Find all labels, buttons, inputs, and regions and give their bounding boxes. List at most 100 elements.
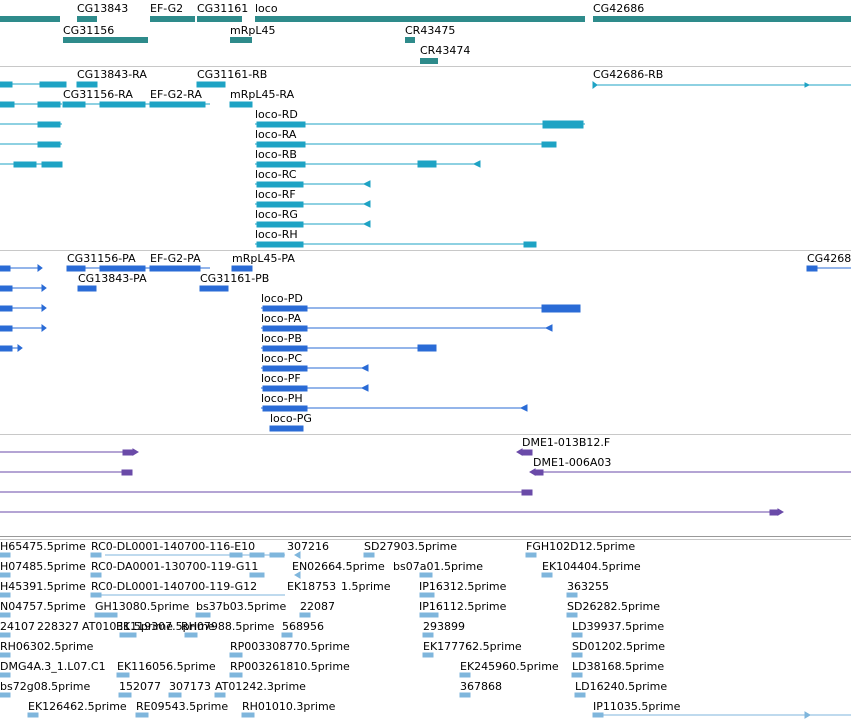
est-label[interactable]: H65475.5prime [0,540,86,553]
est-label[interactable]: 293899 [423,620,465,633]
est-label[interactable]: 24107 [0,620,35,633]
est-label[interactable]: DMG4A.3_1.L07.C1 [0,660,106,673]
gene-bar-cg31156[interactable] [63,37,148,43]
est-label[interactable]: bs72g08.5prime [0,680,91,693]
est-label[interactable]: RE09543.5prime [136,700,229,713]
gene-bar-cg42686[interactable] [593,16,851,22]
gene-label-cg31161[interactable]: CG31161 [197,2,249,15]
protein-glyphs[interactable] [0,0,851,434]
est-label[interactable]: RP003308770.5prime [230,640,350,653]
est-label[interactable]: 367868 [460,680,502,693]
est-label[interactable]: AT01031.5prime [82,620,173,633]
gene-label-cr43474[interactable]: CR43474 [420,44,471,57]
est-label[interactable]: LD39937.5prime [572,620,665,633]
transcript-label[interactable]: EF-G2-RA [150,88,202,101]
transcript-label[interactable]: CG13843-RA [77,68,147,81]
transcript-label[interactable]: mRpL45-RA [230,88,295,101]
transcript-label[interactable]: loco-RA [255,128,297,141]
est-label[interactable]: SD26282.5prime [567,600,660,613]
protein-label[interactable]: EF-G2-PA [150,252,201,265]
protein-label[interactable]: loco-PD [261,292,303,305]
transcript-label[interactable]: loco-RD [255,108,298,121]
clone-label[interactable]: DME1-006A03 [533,456,612,469]
transcript-label[interactable]: CG31161-RB [197,68,268,81]
protein-label[interactable]: CG4268 [807,252,851,265]
gene-label-cg42686[interactable]: CG42686 [593,2,645,15]
protein-label[interactable]: loco-PA [261,312,302,325]
gene-label-cg13843[interactable]: CG13843 [77,2,129,15]
est-label[interactable]: 363255 [567,580,609,593]
protein-label[interactable]: CG13843-PA [78,272,147,285]
clone-glyphs[interactable] [0,0,851,536]
est-label[interactable]: bs07a01.5prime [393,560,483,573]
est-label[interactable]: EK119307.5prime [116,620,215,633]
est-label[interactable]: IP16112.5prime [419,600,507,613]
transcript-label[interactable]: loco-RH [255,228,298,241]
gene-bar-loco[interactable] [255,16,585,22]
transcript-label[interactable]: CG42686-RB [593,68,664,81]
transcript-glyphs[interactable] [0,0,851,250]
est-label[interactable]: RP003261810.5prime [230,660,350,673]
est-label[interactable]: FGH102D12.5prime [526,540,636,553]
est-label[interactable]: IP16312.5prime [419,580,507,593]
gene-label-cr43475[interactable]: CR43475 [405,24,456,37]
est-label[interactable]: LD38168.5prime [572,660,665,673]
protein-label[interactable]: CG31161-PB [200,272,270,285]
est-label[interactable]: 307216 [287,540,329,553]
est-label[interactable]: LD16240.5prime [575,680,668,693]
est-label[interactable]: RH07988.5prime [181,620,275,633]
gene-bar-cr43475[interactable] [405,37,415,43]
est-label[interactable]: RH06302.5prime [0,640,94,653]
est-label[interactable]: 307173 [169,680,211,693]
gene-bar-ef-g2[interactable] [150,16,195,22]
gene-label-mrpl45[interactable]: mRpL45 [230,24,276,37]
est-label[interactable]: SD01202.5prime [572,640,665,653]
est-label[interactable]: RC0-DA0001-130700-119-G11 [91,560,259,573]
est-label[interactable]: EK177762.5prime [423,640,522,653]
gene-bar-cr43474[interactable] [420,58,438,64]
est-label[interactable]: RC0-DL0001-140700-119-G12 [91,580,258,593]
est-label[interactable]: N04757.5prime [0,600,86,613]
est-label[interactable]: 1.5prime [341,580,391,593]
gene-label-loco[interactable]: loco [255,2,278,15]
gene-bar-cg13843[interactable] [77,16,97,22]
est-label[interactable]: bs37b03.5prime [196,600,287,613]
clone-label[interactable]: DME1-013B12.F [522,436,611,449]
est-label[interactable]: 152077 [119,680,161,693]
est-label[interactable]: RC0-DL0001-140700-116-E10 [91,540,256,553]
est-label[interactable]: SD27903.5prime [364,540,457,553]
transcript-label[interactable]: loco-RG [255,208,298,221]
est-label[interactable]: H45391.5prime [0,580,86,593]
transcript-label[interactable]: loco-RC [255,168,297,181]
protein-label[interactable]: loco-PC [261,352,303,365]
est-label[interactable]: RH01010.3prime [242,700,336,713]
est-label[interactable]: EK245960.5prime [460,660,559,673]
protein-label[interactable]: loco-PH [261,392,303,405]
protein-label[interactable]: loco-PG [270,412,312,425]
est-label[interactable]: 22087 [300,600,335,613]
gene-label-ef-g2[interactable]: EF-G2 [150,2,184,15]
est-label[interactable]: 228327 [37,620,79,633]
est-label[interactable]: EK126462.5prime [28,700,127,713]
gene-bar-mrpl45[interactable] [230,37,252,43]
transcript-label[interactable]: CG31156-RA [63,88,133,101]
est-label[interactable]: EN02664.5prime [292,560,385,573]
gene-bar-cg31161[interactable] [197,16,242,22]
protein-label[interactable]: loco-PF [261,372,301,385]
protein-label[interactable]: mRpL45-PA [232,252,295,265]
est-label[interactable]: 568956 [282,620,324,633]
est-label[interactable]: H07485.5prime [0,560,86,573]
est-label[interactable]: AT01242.3prime [215,680,306,693]
gene-bar-left[interactable] [0,16,60,22]
transcript-label[interactable]: loco-RF [255,188,296,201]
protein-label[interactable]: CG31156-PA [67,252,136,265]
est-label[interactable]: EK104404.5prime [542,560,641,573]
gene-label-cg31156[interactable]: CG31156 [63,24,115,37]
est-label[interactable]: EK116056.5prime [117,660,216,673]
est-label[interactable]: EK18753 [287,580,337,593]
transcript-label[interactable]: loco-RB [255,148,297,161]
est-label[interactable]: IP11035.5prime [593,700,681,713]
protein-label[interactable]: loco-PB [261,332,302,345]
est-label[interactable]: GH13080.5prime [95,600,190,613]
